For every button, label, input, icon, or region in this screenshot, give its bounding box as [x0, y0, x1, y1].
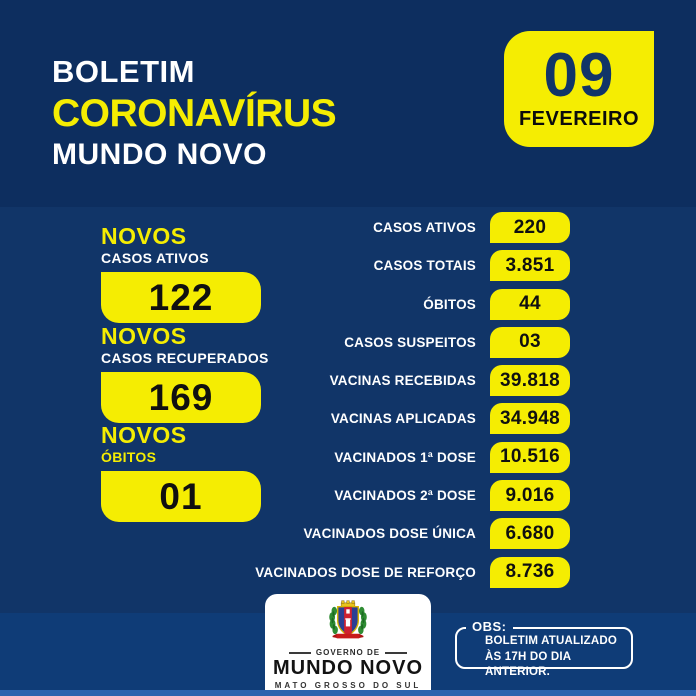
decorative-dash	[288, 651, 311, 654]
stat-label: VACINAS RECEBIDAS	[329, 373, 476, 389]
stat-label: CASOS ATIVOS	[373, 220, 476, 235]
stat-label: CASOS SUSPEITOS	[344, 334, 476, 350]
highlight-value-box: 01	[101, 471, 261, 523]
stat-value-box: 220	[490, 212, 570, 243]
stat-value: 9.016	[505, 484, 555, 506]
highlight-title: NOVOS	[101, 223, 187, 249]
title-mundo-novo: MUNDO NOVO	[52, 138, 267, 171]
stat-row-suspected-cases: CASOS SUSPEITOS 03	[344, 326, 570, 358]
stat-value: 8.736	[505, 561, 555, 583]
stat-value-box: 34.948	[490, 403, 570, 435]
stat-row-active-cases: CASOS ATIVOS 220	[373, 212, 570, 243]
stat-row-total-cases: CASOS TOTAIS 3.851	[373, 250, 570, 282]
stat-value: 6.680	[505, 522, 555, 544]
stat-value: 34.948	[500, 407, 560, 429]
highlight-value-box: 169	[101, 372, 261, 424]
date-day: 09	[543, 41, 615, 111]
highlight-title: NOVOS	[101, 323, 187, 349]
obs-label: OBS:	[466, 619, 513, 634]
municipality-name: MUNDO NOVO	[273, 657, 423, 679]
stat-value: 03	[519, 331, 541, 353]
stat-value-box: 44	[490, 288, 570, 320]
stat-label: VACINAS APLICADAS	[330, 411, 476, 427]
stat-value-box: 3.851	[490, 250, 570, 282]
highlight-subtitle: CASOS RECUPERADOS	[101, 350, 269, 366]
obs-line1: BOLETIM ATUALIZADO	[485, 635, 617, 647]
stat-label: CASOS TOTAIS	[373, 258, 476, 274]
obs-text: BOLETIM ATUALIZADO ÀS 17H DO DIA ANTERIO…	[457, 629, 631, 681]
decorative-dash	[385, 651, 408, 654]
stat-label: VACINADOS DOSE DE REFORÇO	[255, 564, 476, 580]
stat-label: VACINADOS DOSE ÚNICA	[303, 526, 476, 542]
date-month: FEVEREIRO	[518, 107, 640, 130]
highlight-value: 169	[148, 376, 214, 418]
obs-line2: ÀS 17H DO DIA ANTERIOR.	[485, 650, 571, 679]
stat-row-deaths: ÓBITOS 44	[423, 288, 570, 320]
municipality-logo-card: GOVERNO DE MUNDO NOVO MATO GROSSO DO SUL	[265, 594, 431, 690]
highlight-value: 122	[148, 276, 214, 318]
stat-row-single-dose: VACINADOS DOSE ÚNICA 6.680	[303, 518, 570, 550]
stat-value-box: 9.016	[490, 480, 570, 512]
title-coronavirus: CORONAVÍRUS	[52, 92, 337, 135]
stat-value: 10.516	[500, 446, 560, 468]
stat-value: 220	[513, 216, 547, 238]
obs-note: OBS: BOLETIM ATUALIZADO ÀS 17H DO DIA AN…	[455, 619, 633, 678]
highlight-title: NOVOS	[101, 422, 187, 448]
stat-label: ÓBITOS	[423, 296, 476, 312]
stat-value-box: 03	[490, 326, 570, 358]
date-badge: 09 FEVEREIRO	[504, 31, 654, 147]
stat-value: 3.851	[505, 254, 555, 276]
stat-value-box: 10.516	[490, 441, 570, 473]
highlight-new-deaths: NOVOS ÓBITOS 01	[101, 422, 271, 523]
highlight-value-box: 122	[101, 272, 261, 324]
highlight-value: 01	[159, 475, 203, 517]
government-label: GOVERNO DE	[315, 648, 381, 657]
highlight-new-recovered-cases: NOVOS CASOS RECUPERADOS 169	[101, 323, 271, 424]
stat-row-second-dose: VACINADOS 2ª DOSE 9.016	[334, 480, 570, 512]
page-title: BOLETIM CORONAVÍRUS MUNDO NOVO	[52, 54, 337, 171]
stat-value-box: 8.736	[490, 556, 570, 588]
highlight-new-active-cases: NOVOS CASOS ATIVOS 122	[101, 223, 271, 324]
highlight-subtitle: CASOS ATIVOS	[101, 250, 209, 266]
stat-row-first-dose: VACINADOS 1ª DOSE 10.516	[334, 441, 570, 473]
stat-row-booster-dose: VACINADOS DOSE DE REFORÇO 8.736	[255, 556, 570, 588]
government-label-row: GOVERNO DE	[288, 648, 408, 657]
stat-label: VACINADOS 1ª DOSE	[334, 449, 476, 465]
stat-value: 39.818	[500, 369, 560, 391]
stat-label: VACINADOS 2ª DOSE	[334, 488, 476, 504]
highlight-subtitle: ÓBITOS	[101, 449, 157, 465]
stat-value-box: 39.818	[490, 365, 570, 397]
stat-row-vaccines-applied: VACINAS APLICADAS 34.948	[330, 403, 570, 435]
stats-list: CASOS ATIVOS 220 CASOS TOTAIS 3.851 ÓBIT…	[255, 212, 570, 588]
stat-value: 44	[519, 293, 541, 315]
stat-value-box: 6.680	[490, 518, 570, 550]
state-name: MATO GROSSO DO SUL	[274, 681, 422, 690]
coat-of-arms-icon	[329, 600, 367, 639]
stat-row-vaccines-received: VACINAS RECEBIDAS 39.818	[329, 365, 570, 397]
title-boletim: BOLETIM	[52, 54, 195, 89]
